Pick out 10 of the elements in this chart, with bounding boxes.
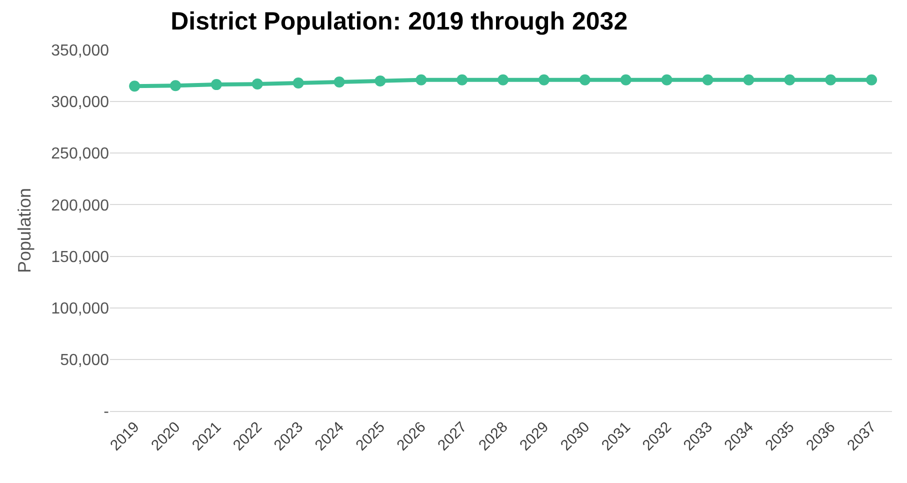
y-tick-label: 350,000	[51, 42, 110, 60]
chart-title: District Population: 2019 through 2032	[170, 8, 628, 36]
y-tick-label: 150,000	[51, 248, 110, 266]
y-tick-label: 200,000	[51, 197, 110, 214]
y-tick-label: 50,000	[60, 352, 110, 370]
y-tick-label: 250,000	[51, 146, 110, 163]
y-tick-label: -	[104, 404, 109, 421]
y-axis-title: Population	[14, 188, 34, 274]
y-tick-label: 100,000	[51, 300, 110, 318]
y-tick-label: 300,000	[51, 94, 110, 112]
